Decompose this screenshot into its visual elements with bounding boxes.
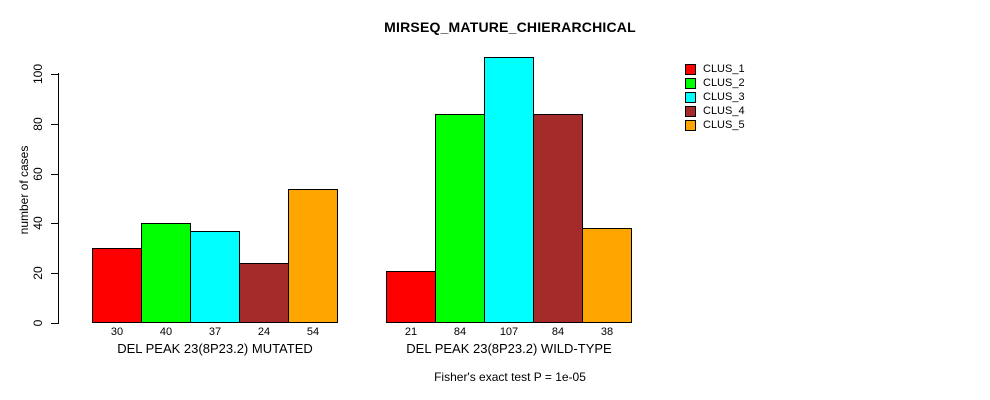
bar-value-label: 38 — [600, 326, 614, 338]
bar-clus_3-group1 — [190, 231, 240, 323]
y-tick-mark — [51, 74, 58, 75]
legend-label-clus_1: CLUS_1 — [703, 63, 745, 75]
legend-swatch-clus_4 — [685, 106, 696, 117]
bar-clus_5-group1 — [288, 189, 338, 323]
bar-value-label: 24 — [257, 326, 271, 338]
y-tick-mark — [51, 323, 58, 324]
bar-clus_4-group2 — [533, 114, 583, 323]
legend-label-clus_2: CLUS_2 — [703, 77, 745, 89]
y-tick-label: 0 — [31, 319, 45, 327]
y-tick-label: 100 — [31, 63, 45, 85]
y-tick-label: 80 — [31, 117, 45, 131]
y-tick-mark — [51, 174, 58, 175]
bar-value-label: 21 — [404, 326, 418, 338]
legend-swatch-clus_2 — [685, 78, 696, 89]
y-axis-line — [58, 73, 59, 324]
bar-clus_5-group2 — [582, 228, 632, 323]
bar-value-label: 37 — [208, 326, 222, 338]
y-tick-label: 20 — [31, 266, 45, 280]
y-tick-mark — [51, 223, 58, 224]
legend-swatch-clus_1 — [685, 64, 696, 75]
bar-value-label: 107 — [499, 326, 519, 338]
x-group-label-mutated: DEL PEAK 23(8P23.2) MUTATED — [117, 341, 313, 356]
bar-clus_1-group1 — [92, 248, 142, 323]
y-axis-label: number of cases — [17, 145, 31, 235]
bar-value-label: 40 — [159, 326, 173, 338]
bar-value-label: 30 — [110, 326, 124, 338]
y-tick-label: 40 — [31, 216, 45, 230]
legend-swatch-clus_5 — [685, 120, 696, 131]
bar-value-label: 54 — [306, 326, 320, 338]
y-tick-mark — [51, 124, 58, 125]
chart-title: MIRSEQ_MATURE_CHIERARCHICAL — [384, 19, 636, 35]
x-group-label-wild-type: DEL PEAK 23(8P23.2) WILD-TYPE — [406, 341, 612, 356]
bar-value-label: 84 — [453, 326, 467, 338]
bar-clus_1-group2 — [386, 271, 436, 323]
legend-label-clus_3: CLUS_3 — [703, 91, 745, 103]
footnote-fishers-test: Fisher's exact test P = 1e-05 — [434, 370, 586, 384]
bar-clus_2-group1 — [141, 223, 191, 323]
legend-label-clus_5: CLUS_5 — [703, 119, 745, 131]
bar-clus_2-group2 — [435, 114, 485, 323]
bar-clus_4-group1 — [239, 263, 289, 323]
y-tick-label: 60 — [31, 167, 45, 181]
bar-clus_3-group2 — [484, 57, 534, 323]
legend-label-clus_4: CLUS_4 — [703, 105, 745, 117]
legend-swatch-clus_3 — [685, 92, 696, 103]
bar-value-label: 84 — [551, 326, 565, 338]
y-tick-mark — [51, 273, 58, 274]
